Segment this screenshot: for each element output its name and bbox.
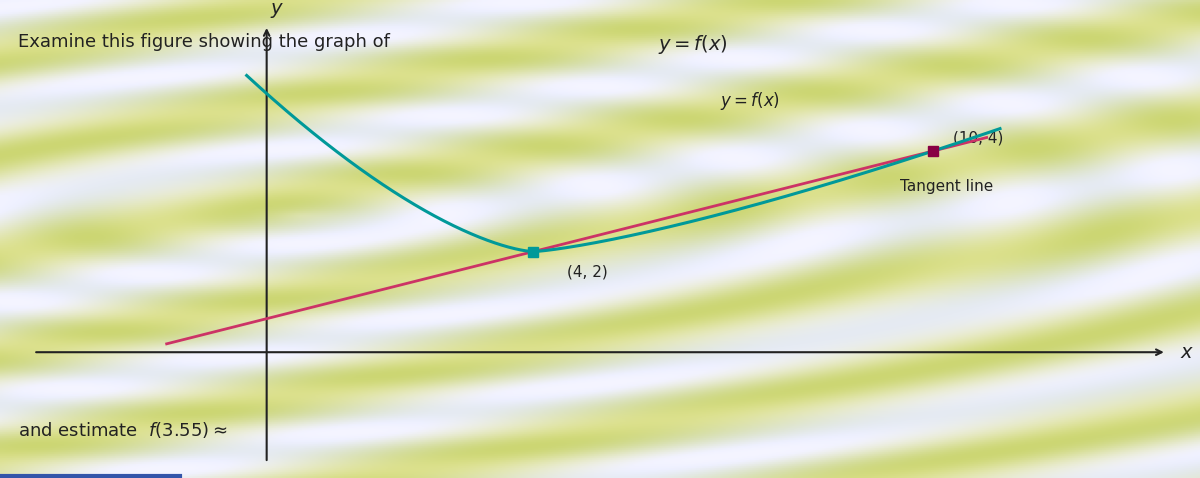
Text: and estimate  $f(3.55) \approx$: and estimate $f(3.55) \approx$ [18,420,227,440]
Text: $x$: $x$ [1180,343,1194,362]
Text: (4, 2): (4, 2) [566,264,607,279]
Text: $y = f(x)$: $y = f(x)$ [658,33,727,56]
Text: Tangent line: Tangent line [900,179,994,194]
Text: $y$: $y$ [270,1,283,20]
Text: Examine this figure showing the graph of: Examine this figure showing the graph of [18,33,396,52]
Text: (10, 4): (10, 4) [953,131,1003,146]
Text: $y = f(x)$: $y = f(x)$ [720,90,780,112]
